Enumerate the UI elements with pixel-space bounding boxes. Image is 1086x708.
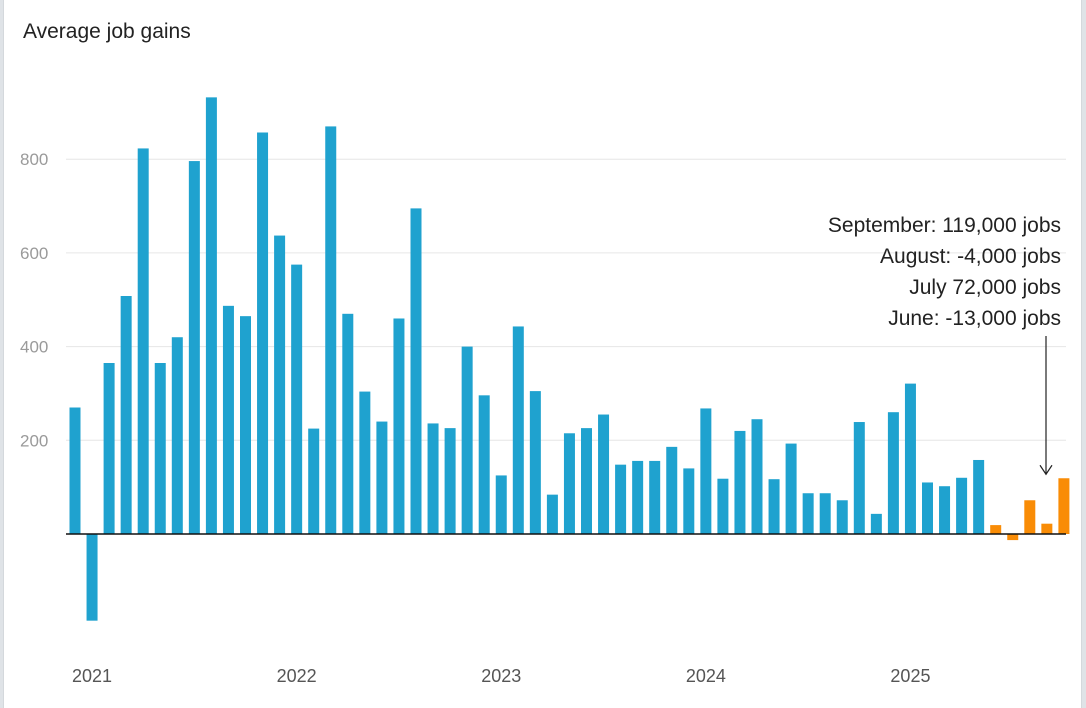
bar [615, 464, 627, 534]
bar [137, 148, 149, 534]
bar [853, 422, 865, 534]
bar [751, 419, 763, 534]
bar [768, 479, 780, 534]
bar [666, 446, 678, 534]
bar [342, 313, 354, 534]
bar [546, 494, 558, 534]
bar [990, 525, 1002, 534]
bar [836, 500, 848, 534]
bar [512, 326, 524, 534]
annotation-line: September: 119,000 jobs [828, 214, 1061, 237]
y-tick-label: 200 [20, 431, 48, 450]
bar [376, 421, 388, 534]
x-year-label: 2023 [481, 666, 521, 686]
bar [257, 132, 269, 535]
bar [359, 391, 371, 534]
bar [632, 460, 644, 534]
bar [904, 383, 916, 534]
y-tick-label: 400 [20, 338, 48, 357]
bar [205, 97, 217, 534]
bar [529, 391, 541, 534]
bar [461, 346, 473, 534]
bar [683, 468, 695, 534]
bar [188, 161, 200, 534]
bar [69, 407, 81, 534]
bar [274, 235, 286, 535]
bar [717, 478, 729, 534]
bar [1024, 500, 1036, 534]
y-tick-label: 800 [20, 150, 48, 169]
bar [922, 482, 933, 534]
bar [802, 493, 814, 534]
x-year-label: 2022 [277, 666, 317, 686]
bar [785, 443, 797, 534]
bar [444, 428, 456, 534]
bar [308, 428, 320, 534]
annotation-line: June: -13,000 jobs [888, 307, 1061, 330]
bar [1007, 534, 1019, 541]
bar [563, 433, 575, 534]
bar [325, 126, 337, 534]
annotation-line: August: -4,000 jobs [880, 245, 1061, 268]
annotation-arrowhead [1039, 464, 1053, 476]
x-year-label: 2025 [890, 666, 930, 686]
bar [222, 305, 234, 534]
annotation-line: July 72,000 jobs [909, 276, 1061, 299]
bar [973, 459, 985, 534]
bar [734, 430, 746, 534]
bar [939, 486, 951, 534]
bar [427, 423, 439, 534]
bar [171, 337, 183, 534]
x-year-label: 2021 [72, 666, 112, 686]
bar [410, 208, 422, 534]
y-tick-label: 600 [20, 244, 48, 263]
bar [819, 493, 831, 534]
bar [240, 316, 251, 534]
bar [86, 534, 98, 621]
bar [700, 408, 712, 534]
bar [154, 362, 166, 534]
bar [478, 395, 490, 534]
x-year-label: 2024 [686, 666, 726, 686]
bar [1058, 478, 1070, 534]
bar [870, 513, 882, 534]
chart-title: Average job gains [23, 20, 191, 43]
bar [956, 477, 968, 534]
bar [1041, 523, 1053, 534]
bar [393, 318, 405, 534]
bar [598, 414, 610, 534]
bar [291, 264, 303, 534]
bar [649, 460, 661, 534]
bar [120, 296, 132, 534]
bar [495, 475, 507, 534]
bar [887, 412, 899, 534]
chart-card: Average job gains [3, 0, 1082, 708]
bar [103, 362, 115, 534]
bar [581, 428, 592, 534]
